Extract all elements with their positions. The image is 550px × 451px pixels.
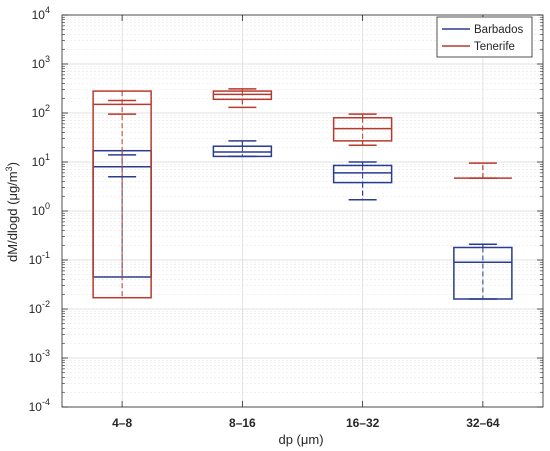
x-tick-label: 16–32	[346, 416, 380, 430]
legend-label-barbados: Barbados	[474, 24, 523, 36]
y-tick-label: 10-3	[29, 348, 50, 365]
y-tick-label-base: 10	[32, 8, 46, 22]
y-tick-label-base: 10	[29, 253, 43, 267]
x-axis-ticks: 4–8 8–16 16–32 32–64	[112, 15, 500, 430]
box-iqr	[453, 246, 513, 300]
box-iqr	[332, 164, 393, 184]
y-tick-label-base: 10	[32, 204, 46, 218]
legend: Barbados Tenerife	[436, 16, 533, 58]
legend-label-tenerife: Tenerife	[474, 41, 515, 53]
y-tick-label: 10-2	[29, 299, 50, 316]
x-tick-label: 8–16	[229, 416, 256, 430]
y-tick-label: 10-1	[29, 250, 50, 267]
legend-box	[436, 16, 533, 58]
x-tick-label: 32–64	[466, 416, 500, 430]
y-axis-title-main: dM/dlogd (μg/m	[5, 171, 20, 262]
series-tenerife	[92, 88, 512, 299]
y-tick-label-exponent: 0	[45, 201, 50, 211]
y-tick-label-base: 10	[29, 400, 43, 414]
y-tick-label: 103	[32, 54, 50, 71]
y-tick-label-base: 10	[32, 106, 46, 120]
y-tick-label: 104	[32, 5, 50, 22]
y-tick-label-base: 10	[32, 155, 46, 169]
y-tick-label: 101	[32, 152, 50, 169]
y-tick-label-base: 10	[29, 351, 43, 365]
y-tick-label-base: 10	[32, 57, 46, 71]
box-iqr	[92, 90, 152, 299]
y-tick-label-exponent: -4	[42, 397, 50, 407]
minor-grid	[62, 16, 543, 393]
y-axis-title-close: )	[5, 162, 20, 166]
y-tick-label: 10-4	[29, 397, 50, 414]
y-tick-label: 102	[32, 103, 50, 120]
x-axis-title: dp (μm)	[278, 432, 323, 447]
x-tick-label: 4–8	[112, 416, 132, 430]
y-tick-label-exponent: -3	[42, 348, 50, 358]
y-tick-label-exponent: -1	[42, 250, 50, 260]
y-tick-label-exponent: 1	[45, 152, 50, 162]
box-iqr	[212, 90, 273, 101]
box-series-layer	[92, 88, 513, 300]
y-tick-label: 100	[32, 201, 50, 218]
y-axis-title-exponent: 3	[4, 166, 14, 171]
y-tick-label-exponent: 4	[45, 5, 50, 15]
y-tick-label-base: 10	[29, 302, 43, 316]
y-tick-label-exponent: 2	[45, 103, 50, 113]
y-tick-label-exponent: -2	[42, 299, 50, 309]
y-tick-label-exponent: 3	[45, 54, 50, 64]
y-axis-title: dM/dlogd (μg/m3)	[4, 162, 20, 262]
